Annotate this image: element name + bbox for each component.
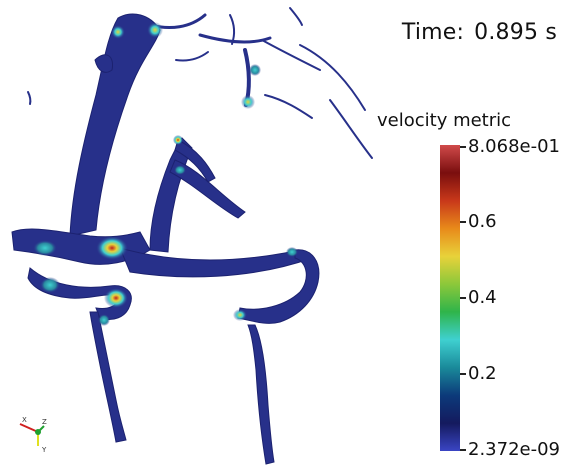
time-prefix: Time: [401,20,465,45]
axes-orientation-triad: X Z Y [19,416,47,454]
colorbar-min-label: 2.372e-09 [468,439,561,460]
axis-y-label: Y [41,446,47,454]
vessel-thin-branches [27,7,373,159]
colorbar[interactable] [440,145,460,451]
time-value: 0.895 s [474,20,557,45]
colorbar-tick-mark [460,221,466,223]
time-annotation: Time: 0.895 s [402,20,557,45]
colorbar-tick-label: 0.4 [468,287,497,308]
legend-title: velocity metric [377,110,512,131]
axis-z-label: Z [42,418,47,426]
colorbar-tick-label: 0.2 [468,363,497,384]
vessel-main-trunk [11,13,320,465]
velocity-hotspots [33,22,298,326]
colorbar-min-tick [460,449,466,451]
colorbar-max-tick [460,146,466,148]
colorbar-tick-label: 0.6 [468,211,497,232]
colorbar-max-label: 8.068e-01 [468,136,561,157]
axis-x-label: X [22,416,27,424]
colorbar-tick-mark [460,297,466,299]
colorbar-tick-mark [460,373,466,375]
